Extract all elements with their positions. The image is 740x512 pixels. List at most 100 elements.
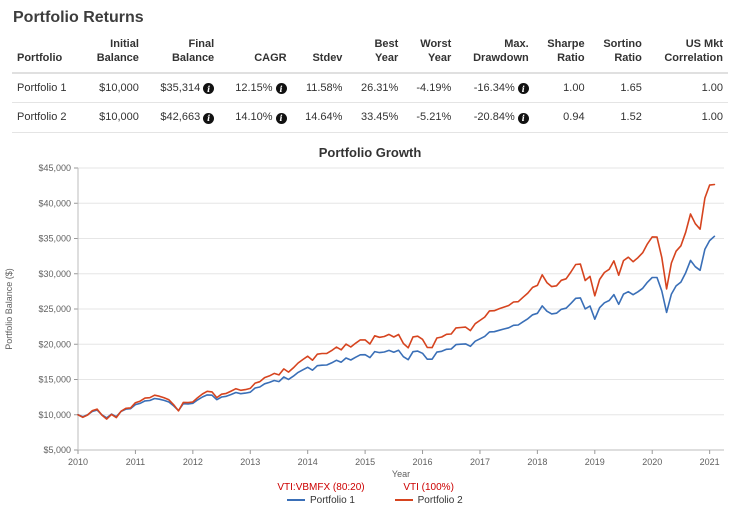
page-title: Portfolio Returns <box>13 9 144 26</box>
x-tick-label: 2015 <box>355 457 375 467</box>
y-axis-title: Portfolio Balance ($) <box>4 268 14 350</box>
x-tick-label: 2021 <box>700 457 720 467</box>
table-row: Portfolio 1 $10,000 $35,314 i 12.15% i 11.58% 2… <box>12 72 728 104</box>
cell-value: 14.10% <box>235 111 273 124</box>
table-cell: -4.19% <box>403 72 457 104</box>
legend-allocation-label: VTI (100%) <box>403 481 454 493</box>
x-tick-label: 2012 <box>183 457 203 467</box>
cell-value: -5.21% <box>416 111 452 124</box>
returns-table-body: Portfolio 1 $10,000 $35,314 i 12.15% i 11.58% 2… <box>12 72 728 133</box>
info-icon[interactable]: i <box>203 112 215 124</box>
x-tick-label: 2011 <box>126 457 145 467</box>
table-cell: 0.94 <box>533 102 590 133</box>
series-line-portfolio-2 <box>77 183 716 420</box>
column-header-sortino-ratio: Sortino Ratio <box>589 35 647 74</box>
cell-value: $10,000 <box>99 81 139 94</box>
column-header-best-year: Best Year <box>347 35 404 74</box>
cell-value: -20.84% <box>473 111 515 124</box>
info-icon[interactable]: i <box>203 83 215 95</box>
chart-legend: VTI:VBMFX (80:20) Portfolio 1 VTI (100%) Po… <box>0 482 740 506</box>
legend-entry-portfolio-2[interactable]: Portfolio 2 <box>394 494 463 506</box>
legend-allocation-label: VTI:VBMFX (80:20) <box>277 481 365 493</box>
column-header-max-drawdown: Max. Drawdown <box>456 35 534 74</box>
chart-title: Portfolio Growth <box>318 144 422 160</box>
y-tick-label: $20,000 <box>38 339 71 349</box>
x-tick-label: 2016 <box>413 457 433 467</box>
table-cell: 1.00 <box>533 72 590 104</box>
table-cell: -20.84% i <box>456 102 534 133</box>
returns-table-header: Portfolio Initial Balance Final Balance CAG… <box>12 35 728 74</box>
info-icon[interactable]: i <box>275 112 287 124</box>
cell-value: Portfolio 1 <box>17 81 67 94</box>
x-tick-label: 2013 <box>240 457 260 467</box>
table-cell: 26.31% <box>347 72 404 104</box>
legend-entry-portfolio-1[interactable]: Portfolio 1 <box>286 494 355 506</box>
table-cell: 1.65 <box>589 72 647 104</box>
x-axis-title: Year <box>392 469 410 479</box>
info-icon[interactable]: i <box>517 83 529 95</box>
y-tick-label: $40,000 <box>38 198 71 208</box>
cell-value: $42,663 <box>160 111 201 124</box>
cell-value: 1.65 <box>620 81 642 94</box>
table-cell: 1.00 <box>646 102 728 133</box>
table-cell: Portfolio 2 <box>12 102 83 133</box>
cell-value: 1.00 <box>701 81 723 94</box>
cell-value: $10,000 <box>99 111 139 124</box>
column-header-worst-year: Worst Year <box>403 35 457 74</box>
y-tick-label: $30,000 <box>38 268 71 278</box>
portfolio-returns-table: Portfolio Initial Balance Final Balance CAG… <box>12 35 728 133</box>
legend-series-name: Portfolio 1 <box>309 494 355 506</box>
x-tick-label: 2017 <box>470 457 490 467</box>
table-cell: 1.52 <box>589 102 647 133</box>
y-tick-label: $45,000 <box>38 163 71 173</box>
series-line-portfolio-1 <box>77 235 716 419</box>
x-tick-label: 2019 <box>585 457 605 467</box>
table-cell: 14.10% i <box>219 102 292 133</box>
y-tick-label: $25,000 <box>38 304 71 314</box>
legend-line-swatch <box>394 499 413 502</box>
column-header-cagr: CAGR <box>219 35 292 74</box>
cell-value: Portfolio 2 <box>17 111 67 124</box>
cell-value: 0.94 <box>563 111 585 124</box>
table-cell: -5.21% <box>403 102 457 133</box>
cell-value: 12.15% <box>235 81 273 94</box>
table-cell: -16.34% i <box>456 72 534 104</box>
y-tick-label: $15,000 <box>38 374 71 384</box>
legend-group-portfolio-2: VTI (100%) Portfolio 2 <box>394 481 463 506</box>
x-tick-label: 2020 <box>642 457 662 467</box>
table-cell: $10,000 <box>82 72 144 104</box>
table-cell: $35,314 i <box>143 72 220 104</box>
portfolio-growth-chart: $5,000 $10,000 $15,000 $20,000 $25,000 $30,00… <box>4 163 724 479</box>
column-header-portfolio: Portfolio <box>12 35 83 74</box>
cell-value: 26.31% <box>360 81 399 94</box>
table-cell: 12.15% i <box>219 72 292 104</box>
cell-value: 14.64% <box>305 111 343 124</box>
table-cell: 11.58% <box>291 72 348 104</box>
y-tick-label: $5,000 <box>43 445 71 455</box>
x-tick-label: 2014 <box>298 457 318 467</box>
table-cell: $42,663 i <box>143 102 220 133</box>
y-tick-label: $35,000 <box>38 233 71 243</box>
column-header-sharpe-ratio: Sharpe Ratio <box>533 35 590 74</box>
column-header-initial-balance: Initial Balance <box>82 35 144 74</box>
cell-value: -4.19% <box>416 81 452 94</box>
info-icon[interactable]: i <box>517 112 529 124</box>
legend-line-swatch <box>286 499 305 502</box>
column-header-stdev: Stdev <box>291 35 348 74</box>
column-header-final-balance: Final Balance <box>143 35 220 74</box>
table-cell: 1.00 <box>646 72 728 104</box>
cell-value: $35,314 <box>160 81 201 94</box>
info-icon[interactable]: i <box>275 83 287 95</box>
table-cell: 33.45% <box>347 102 404 133</box>
table-cell: Portfolio 1 <box>12 72 83 104</box>
cell-value: 11.58% <box>305 81 343 94</box>
column-header-us-mkt-correlation: US Mkt Correlation <box>646 35 728 74</box>
x-tick-label: 2018 <box>527 457 547 467</box>
legend-group-portfolio-1: VTI:VBMFX (80:20) Portfolio 1 <box>277 482 364 506</box>
table-row: Portfolio 2 $10,000 $42,663 i 14.10% i 14.64% 3… <box>12 102 728 133</box>
x-tick-label: 2010 <box>68 457 88 467</box>
table-cell: $10,000 <box>82 102 144 133</box>
y-tick-label: $10,000 <box>38 409 71 419</box>
legend-series-name: Portfolio 2 <box>417 494 463 506</box>
portfolio-returns-page: Portfolio Returns Portfolio Initial Balan… <box>0 9 740 506</box>
